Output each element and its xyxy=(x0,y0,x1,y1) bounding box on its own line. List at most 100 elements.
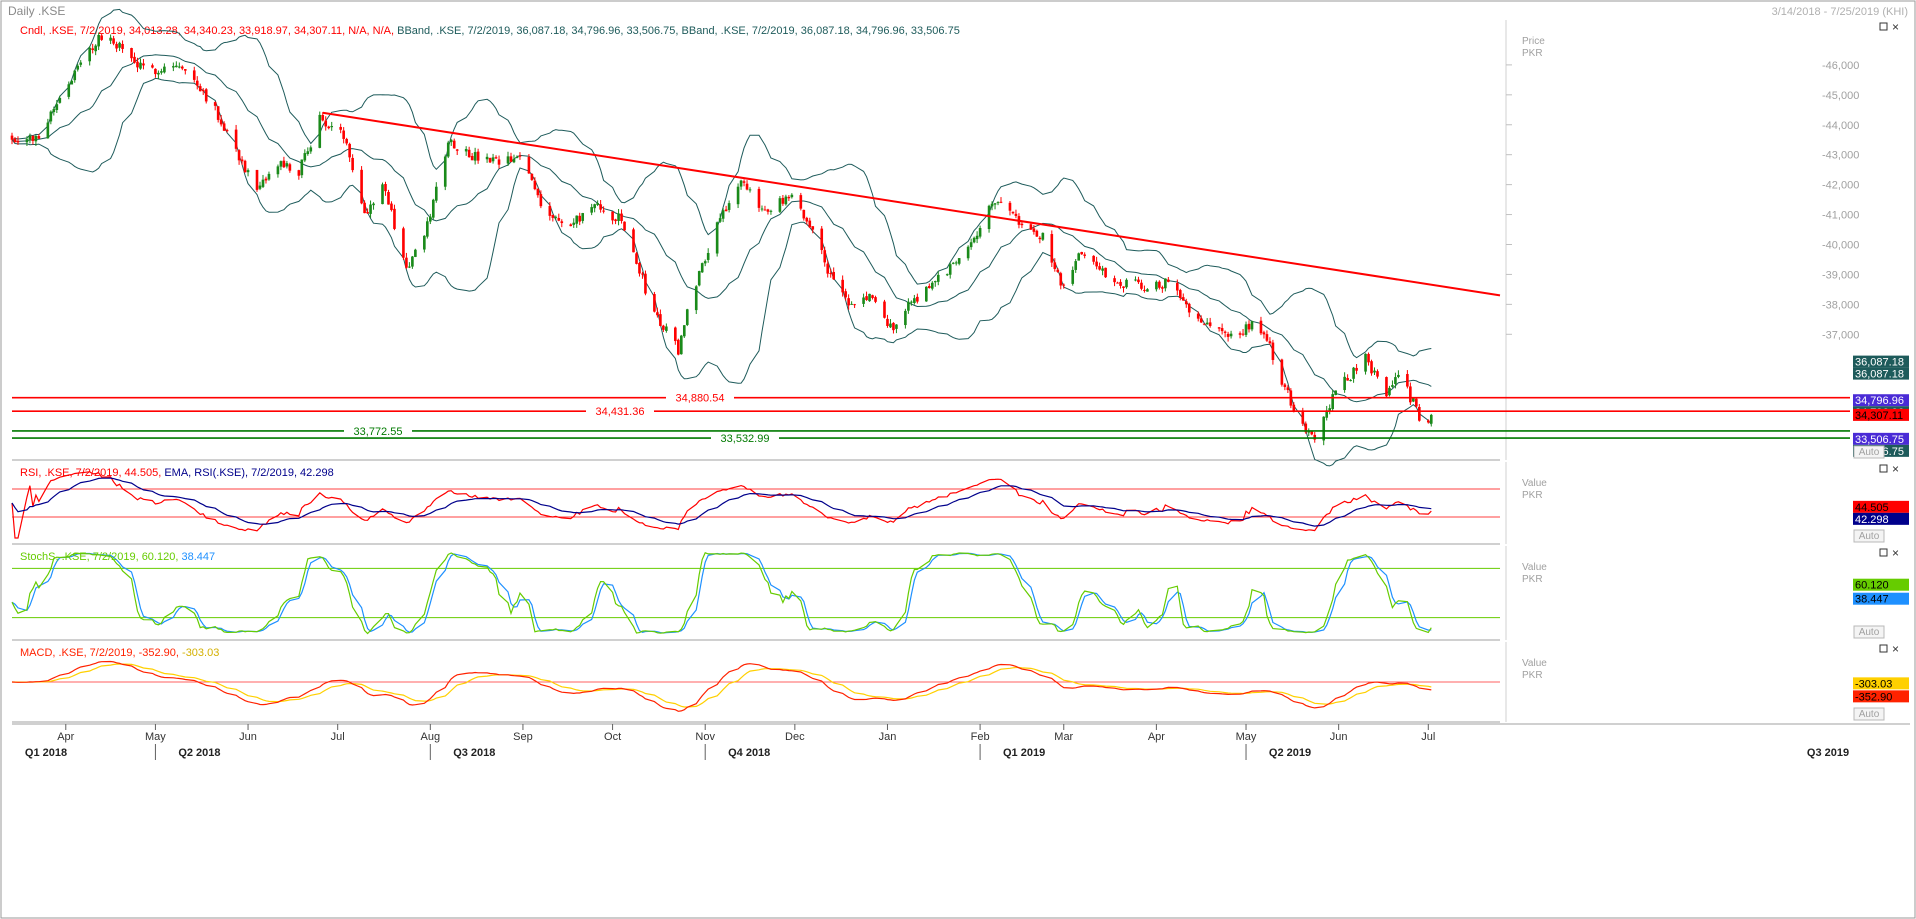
candle-body xyxy=(1388,387,1391,396)
candle-body xyxy=(1250,321,1254,330)
rsi-axis-title: Value xyxy=(1522,478,1547,489)
candle-body xyxy=(222,123,226,131)
candle-body xyxy=(1208,322,1212,326)
candle-body xyxy=(805,217,809,222)
price-value-tag xyxy=(1853,432,1909,445)
candle-body xyxy=(279,161,283,167)
rsi-auto-button[interactable] xyxy=(1853,529,1885,543)
candle-body xyxy=(109,37,112,41)
candle-body xyxy=(1074,261,1078,270)
candle-body xyxy=(88,47,91,62)
candle-body xyxy=(554,216,558,218)
candle-body xyxy=(1056,269,1060,272)
candle-body xyxy=(1418,406,1421,421)
price-auto-button[interactable] xyxy=(1853,445,1885,459)
maximize-icon[interactable] xyxy=(1879,464,1888,473)
x-quarter-label: Q4 2018 xyxy=(728,747,770,759)
candle-body xyxy=(853,304,856,306)
candle-body xyxy=(52,109,56,113)
candle-body xyxy=(990,203,994,207)
maximize-icon[interactable] xyxy=(1879,644,1888,653)
maximize-icon[interactable] xyxy=(1879,548,1888,557)
candle-body xyxy=(1196,313,1200,319)
candle-body xyxy=(1146,289,1149,292)
candle-body xyxy=(826,263,830,274)
candle-body xyxy=(1262,332,1266,335)
candle-body xyxy=(1205,322,1209,325)
candle-body xyxy=(1125,279,1128,288)
candle-body xyxy=(602,210,605,212)
trendline[interactable] xyxy=(322,111,1501,297)
close-icon[interactable]: × xyxy=(1892,546,1899,560)
candle-body xyxy=(1092,255,1095,262)
candle-body xyxy=(996,202,1000,204)
candle-body xyxy=(408,266,411,268)
candle-body xyxy=(518,155,522,157)
price-axis-title: PKR xyxy=(1522,48,1543,59)
candle-body xyxy=(1184,301,1188,305)
macd-value-tag xyxy=(1853,690,1909,703)
close-icon[interactable]: × xyxy=(1892,462,1899,476)
candle-body xyxy=(1310,431,1314,435)
bband-lower xyxy=(11,77,1432,467)
candle-body xyxy=(886,318,889,326)
macd-signal-value-tag-text: -303.03 xyxy=(1855,678,1892,690)
candle-body xyxy=(925,286,928,302)
candle-body xyxy=(811,226,815,230)
candle-body xyxy=(1292,404,1296,411)
candle-body xyxy=(100,35,103,40)
candle-body xyxy=(548,206,552,216)
candle-body xyxy=(802,209,806,219)
level-label-bg xyxy=(711,432,779,445)
candle-body xyxy=(536,188,540,196)
price-auto-label: Auto xyxy=(1859,447,1880,458)
candle-body xyxy=(264,178,268,181)
candle-body xyxy=(198,86,202,92)
rsi-value-tag-text: 44.505 xyxy=(1855,502,1889,514)
stoch-auto-button[interactable] xyxy=(1853,625,1885,639)
candle-body xyxy=(342,130,345,139)
candle-body xyxy=(1143,289,1146,291)
candle-body xyxy=(178,66,181,68)
candle-body xyxy=(1304,423,1308,433)
candle-body xyxy=(808,220,812,228)
candle-body xyxy=(1164,278,1167,289)
level-label: 33,532.99 xyxy=(721,433,770,445)
x-quarter-label: Q2 2018 xyxy=(178,747,220,759)
close-icon[interactable]: × xyxy=(1892,642,1899,656)
close-icon[interactable]: × xyxy=(1892,20,1899,34)
candle-body xyxy=(1283,384,1287,387)
candle-body xyxy=(183,69,187,71)
macd-auto-button[interactable] xyxy=(1853,707,1885,721)
candle-body xyxy=(34,135,38,142)
x-month-label: Jul xyxy=(1421,731,1435,743)
candle-body xyxy=(539,194,543,207)
candle-body xyxy=(163,66,166,73)
candle-body xyxy=(154,68,157,75)
candle-body xyxy=(324,120,328,127)
candle-body xyxy=(446,142,450,157)
maximize-icon[interactable] xyxy=(1879,22,1888,31)
price-panel[interactable]: × Cndl, .KSE, 7/2/2019, 34,013.28, 34,340… xyxy=(10,8,1909,467)
candle-body xyxy=(972,237,976,243)
candle-body xyxy=(724,209,728,212)
candle-body xyxy=(204,89,208,102)
candle-body xyxy=(37,136,41,139)
candle-body xyxy=(871,295,874,298)
candle-body xyxy=(351,157,354,171)
candle-body xyxy=(889,323,892,328)
candle-body xyxy=(850,303,853,305)
candle-body xyxy=(1415,398,1418,407)
candle-body xyxy=(512,158,516,163)
candle-body xyxy=(551,215,555,218)
candle-body xyxy=(530,173,534,180)
candle-body xyxy=(1331,394,1334,410)
candle-body xyxy=(987,205,991,230)
candle-body xyxy=(1008,202,1012,211)
candle-body xyxy=(1071,269,1075,284)
candle-body xyxy=(781,197,785,204)
stoch-d-value-tag xyxy=(1853,592,1909,605)
